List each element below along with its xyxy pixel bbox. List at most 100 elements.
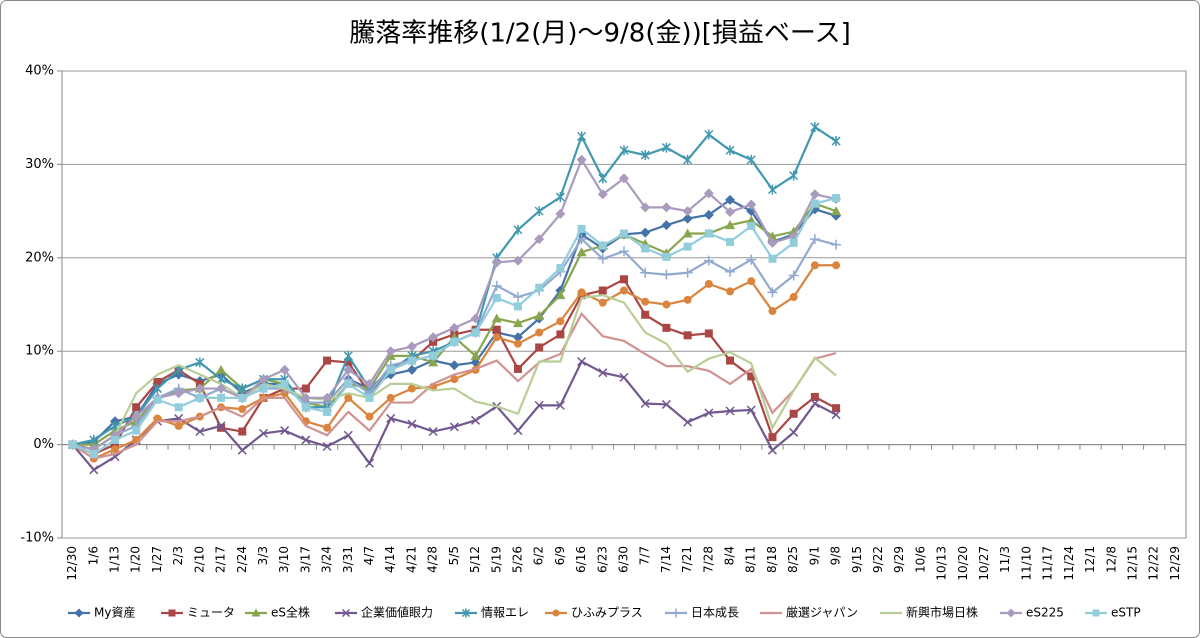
marker xyxy=(768,433,777,442)
marker xyxy=(428,357,439,367)
marker xyxy=(535,283,544,292)
marker xyxy=(598,298,607,307)
marker xyxy=(555,192,565,203)
x-tick-label: 7/7 xyxy=(638,546,652,565)
marker xyxy=(704,408,714,418)
marker xyxy=(195,393,204,402)
marker xyxy=(746,254,757,265)
marker xyxy=(513,339,522,348)
marker xyxy=(168,609,176,617)
marker xyxy=(704,229,713,238)
x-tick-label: 12/30 xyxy=(65,546,79,581)
marker xyxy=(385,346,396,357)
series-line xyxy=(71,311,837,460)
x-tick-label: 1/13 xyxy=(108,546,122,573)
marker xyxy=(407,356,416,365)
marker xyxy=(300,392,311,403)
marker xyxy=(598,368,608,378)
marker xyxy=(767,184,777,195)
marker xyxy=(343,430,353,440)
marker xyxy=(471,328,480,337)
x-tick-label: 8/25 xyxy=(786,546,800,573)
marker xyxy=(152,383,162,394)
marker xyxy=(1092,609,1100,617)
marker xyxy=(153,395,162,404)
marker xyxy=(513,426,523,436)
marker xyxy=(365,412,374,421)
marker xyxy=(661,220,672,231)
marker xyxy=(832,404,841,413)
marker xyxy=(406,341,417,352)
x-tick-label: 1/27 xyxy=(150,546,164,573)
marker xyxy=(238,405,247,414)
x-tick-label: 10/27 xyxy=(977,546,991,581)
marker xyxy=(323,407,332,416)
marker xyxy=(280,426,290,436)
x-tick-label: 6/30 xyxy=(617,546,631,573)
x-tick-label: 10/6 xyxy=(913,546,927,573)
legend-label: 情報エレ xyxy=(481,606,529,620)
marker xyxy=(406,364,417,375)
x-tick-label: 5/19 xyxy=(489,546,503,573)
marker xyxy=(491,313,502,323)
marker xyxy=(216,383,227,394)
marker xyxy=(725,406,735,416)
marker xyxy=(619,372,629,382)
y-tick-label: 10% xyxy=(25,344,54,359)
marker xyxy=(407,419,417,429)
marker xyxy=(703,255,714,266)
marker xyxy=(576,234,587,245)
marker xyxy=(810,122,820,133)
marker xyxy=(429,351,438,360)
marker xyxy=(259,384,268,393)
marker xyxy=(661,399,671,409)
marker xyxy=(577,356,587,367)
marker xyxy=(237,383,247,394)
marker xyxy=(725,220,736,230)
legend-label: eS全株 xyxy=(271,605,310,620)
marker xyxy=(322,392,333,403)
x-tick-label: 6/9 xyxy=(553,546,567,565)
x-tick-label: 5/26 xyxy=(510,546,524,573)
marker xyxy=(301,384,310,393)
marker xyxy=(322,441,332,451)
x-tick-label: 11/17 xyxy=(1041,546,1055,581)
marker xyxy=(810,199,819,208)
marker xyxy=(746,405,756,415)
marker xyxy=(364,458,375,468)
marker xyxy=(767,445,777,455)
marker xyxy=(810,398,820,409)
marker xyxy=(598,241,607,250)
marker xyxy=(789,293,798,302)
marker xyxy=(576,247,587,257)
marker xyxy=(577,131,587,142)
marker xyxy=(704,329,713,338)
marker xyxy=(682,206,693,217)
marker xyxy=(344,393,353,402)
marker xyxy=(217,423,226,432)
marker xyxy=(512,318,523,328)
y-tick-label: 40% xyxy=(25,64,54,79)
marker xyxy=(555,208,566,219)
marker xyxy=(344,358,353,367)
marker xyxy=(640,398,650,409)
x-tick-label: 8/18 xyxy=(765,546,779,573)
marker xyxy=(726,356,735,365)
marker xyxy=(365,393,374,402)
marker xyxy=(89,465,99,475)
marker xyxy=(703,188,714,199)
marker xyxy=(832,261,841,270)
x-tick-label: 11/3 xyxy=(998,546,1012,573)
marker xyxy=(195,357,205,368)
marker xyxy=(89,434,99,445)
legend-label: My資産 xyxy=(94,605,135,620)
marker xyxy=(746,199,757,210)
marker xyxy=(238,393,247,402)
x-tick-label: 12/1 xyxy=(1083,546,1097,573)
marker xyxy=(492,325,501,334)
y-tick-label: 30% xyxy=(25,157,54,172)
x-tick-label: 7/28 xyxy=(701,546,715,573)
marker xyxy=(641,297,650,306)
x-tick-label: 12/15 xyxy=(1125,546,1139,581)
